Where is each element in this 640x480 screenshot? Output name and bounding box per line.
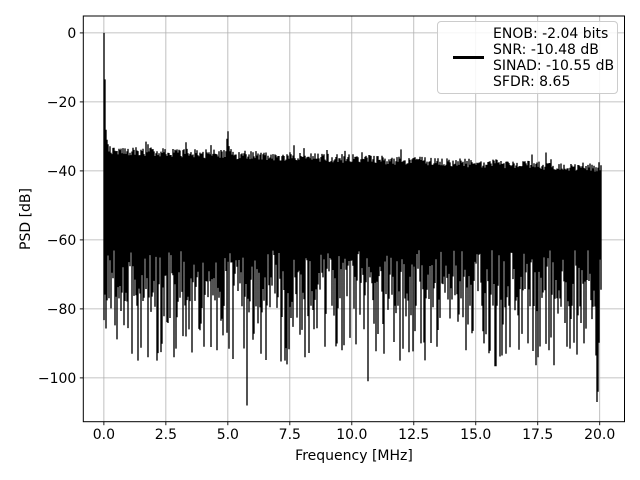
tick-marks (79, 32, 601, 426)
legend-entry-snr: SNR: -10.48 dB (493, 41, 599, 58)
legend-text-block: ENOB: -2.04 bits SNR: -10.48 dB SINAD: -… (493, 26, 614, 90)
x-tick-label: 0.0 (93, 427, 115, 443)
tick-labels: 0.0 2.5 5.0 7.5 10.0 12.5 15.0 17.5 20.0 0 −20 −40 −… (38, 26, 615, 443)
y-tick-label: −40 (47, 164, 77, 180)
y-axis-label: PSD [dB] (18, 188, 34, 250)
legend-box: ENOB: -2.04 bits SNR: -10.48 dB SINAD: -… (437, 21, 618, 94)
psd-trace (103, 32, 602, 406)
x-tick-label: 2.5 (155, 427, 177, 443)
y-tick-label: −80 (47, 302, 77, 318)
axes-spines (82, 15, 626, 423)
y-tick-label: −60 (47, 233, 77, 249)
y-tick-label: 0 (67, 26, 76, 42)
x-tick-label: 17.5 (522, 427, 553, 443)
y-tick-label: −100 (38, 371, 76, 387)
x-tick-label: 10.0 (336, 427, 367, 443)
x-tick-label: 12.5 (398, 427, 429, 443)
legend-entry-sfdr: SFDR: 8.65 (493, 73, 571, 90)
legend-line-sample-icon (453, 56, 484, 59)
x-tick-label: 20.0 (584, 427, 615, 443)
x-axis-label: Frequency [MHz] (295, 448, 413, 464)
y-tick-label: −20 (47, 95, 77, 111)
x-tick-label: 7.5 (279, 427, 301, 443)
x-tick-label: 5.0 (217, 427, 239, 443)
legend-entry-enob: ENOB: -2.04 bits (493, 25, 609, 42)
x-tick-label: 15.0 (460, 427, 491, 443)
legend-entry-sinad: SINAD: -10.55 dB (493, 57, 615, 74)
